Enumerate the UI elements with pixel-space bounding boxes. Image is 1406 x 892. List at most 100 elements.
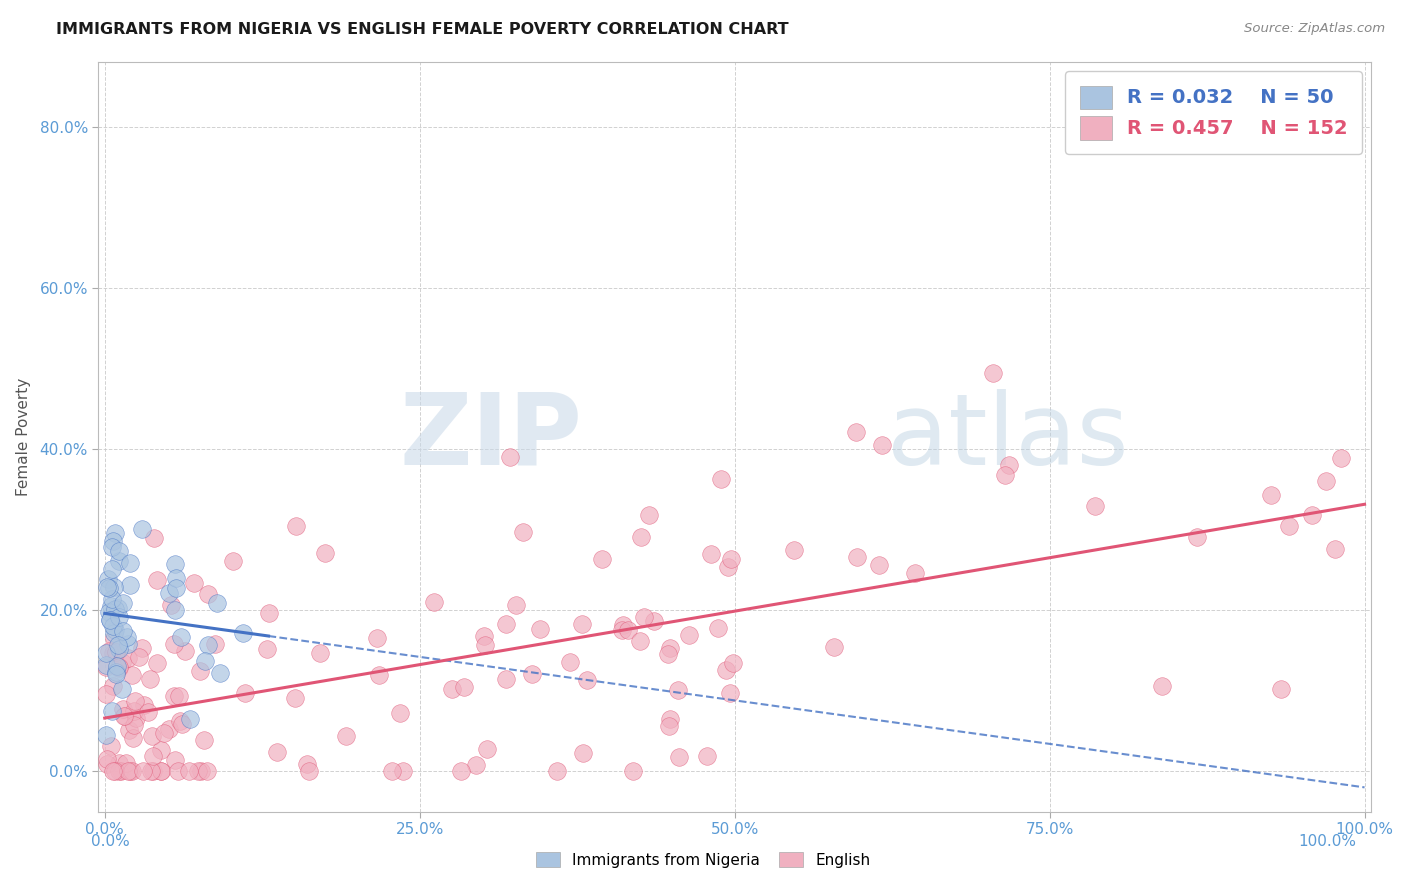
Point bbox=[107, 641, 129, 656]
Point bbox=[112, 709, 135, 723]
Point bbox=[495, 672, 517, 686]
Point bbox=[495, 616, 517, 631]
Point bbox=[101, 533, 124, 548]
Point bbox=[157, 586, 180, 600]
Point bbox=[101, 704, 124, 718]
Point bbox=[714, 664, 737, 678]
Point bbox=[108, 544, 131, 558]
Point bbox=[100, 599, 122, 613]
Point bbox=[136, 705, 159, 719]
Point bbox=[699, 547, 721, 561]
Point bbox=[149, 764, 172, 779]
Point bbox=[165, 752, 187, 766]
Point bbox=[98, 582, 121, 596]
Point bbox=[104, 666, 127, 681]
Point bbox=[107, 638, 129, 652]
Point bbox=[368, 668, 391, 682]
Point bbox=[998, 458, 1021, 473]
Point bbox=[1315, 474, 1337, 488]
Point bbox=[104, 665, 127, 680]
Point bbox=[165, 571, 187, 585]
Point bbox=[104, 601, 127, 615]
Point bbox=[160, 598, 183, 612]
Point bbox=[710, 472, 733, 486]
Point bbox=[117, 651, 139, 665]
Point bbox=[104, 526, 127, 541]
Point bbox=[591, 552, 613, 566]
Point bbox=[870, 438, 893, 452]
Point bbox=[114, 709, 136, 723]
Point bbox=[1278, 519, 1301, 533]
Point bbox=[101, 764, 124, 779]
Point bbox=[97, 573, 120, 587]
Point bbox=[505, 598, 527, 612]
Point bbox=[165, 581, 187, 595]
Point bbox=[1150, 679, 1173, 693]
Point bbox=[720, 552, 742, 566]
Point bbox=[179, 712, 201, 726]
Point bbox=[678, 628, 700, 642]
Point bbox=[101, 592, 124, 607]
Point bbox=[512, 525, 534, 540]
Point bbox=[100, 739, 122, 754]
Point bbox=[1324, 542, 1347, 557]
Point bbox=[118, 723, 141, 738]
Point bbox=[1270, 682, 1292, 697]
Point bbox=[441, 682, 464, 697]
Point bbox=[643, 615, 665, 629]
Point bbox=[142, 749, 165, 764]
Point bbox=[522, 666, 544, 681]
Point bbox=[163, 557, 186, 571]
Point bbox=[111, 624, 134, 639]
Point bbox=[170, 716, 193, 731]
Point bbox=[450, 764, 472, 779]
Point bbox=[190, 764, 212, 779]
Text: 0.0%: 0.0% bbox=[91, 834, 131, 849]
Point bbox=[105, 659, 128, 673]
Point bbox=[572, 746, 595, 760]
Point bbox=[110, 764, 132, 779]
Point bbox=[94, 728, 117, 742]
Point bbox=[139, 764, 162, 779]
Point bbox=[104, 645, 127, 659]
Point bbox=[96, 580, 118, 594]
Point bbox=[117, 637, 139, 651]
Point bbox=[668, 749, 690, 764]
Point bbox=[128, 650, 150, 665]
Point bbox=[297, 756, 319, 771]
Point bbox=[256, 642, 278, 657]
Point bbox=[633, 610, 655, 624]
Point bbox=[696, 748, 718, 763]
Point bbox=[308, 647, 330, 661]
Y-axis label: Female Poverty: Female Poverty bbox=[17, 378, 31, 496]
Point bbox=[96, 646, 118, 660]
Point bbox=[167, 690, 190, 704]
Point bbox=[193, 733, 215, 747]
Point bbox=[610, 623, 633, 637]
Point bbox=[121, 731, 143, 745]
Point bbox=[96, 757, 118, 772]
Text: 100.0%: 100.0% bbox=[1299, 834, 1357, 849]
Point bbox=[131, 764, 153, 779]
Point bbox=[131, 641, 153, 656]
Point bbox=[131, 522, 153, 536]
Point bbox=[111, 655, 134, 669]
Point bbox=[107, 756, 129, 771]
Point bbox=[104, 764, 127, 779]
Point bbox=[146, 573, 169, 587]
Point bbox=[104, 624, 127, 638]
Point bbox=[183, 576, 205, 591]
Point bbox=[366, 631, 388, 645]
Point bbox=[1084, 499, 1107, 513]
Point bbox=[335, 730, 357, 744]
Point bbox=[845, 425, 868, 439]
Point bbox=[120, 764, 142, 779]
Point bbox=[823, 640, 845, 654]
Point bbox=[558, 655, 581, 669]
Point bbox=[612, 617, 634, 632]
Point bbox=[101, 646, 124, 660]
Point bbox=[658, 719, 681, 733]
Point bbox=[174, 643, 197, 657]
Text: atlas: atlas bbox=[887, 389, 1129, 485]
Point bbox=[423, 595, 446, 609]
